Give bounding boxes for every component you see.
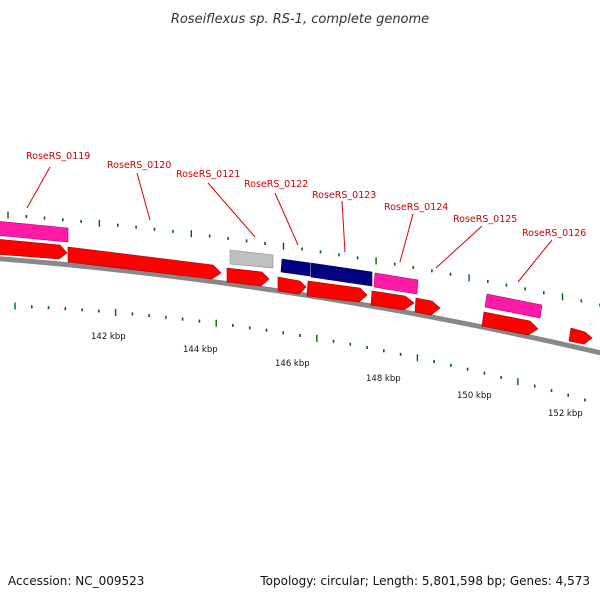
gene-arrow-0126-cds[interactable] (481, 311, 539, 336)
kbp-label-150: 150 kbp (457, 391, 492, 401)
callout-line-0121 (207, 182, 256, 238)
gene-arrow-0120-cds[interactable] (67, 246, 222, 280)
callout-line-0126 (517, 239, 553, 283)
outer-tick-track (7, 211, 600, 307)
gene-label-0123[interactable]: RoseRS_0123 (312, 190, 376, 201)
gene-label-0122[interactable]: RoseRS_0122 (244, 179, 308, 190)
gene-arrow-0121-cds[interactable] (226, 267, 270, 287)
gene-arrow-0124-cds[interactable] (370, 290, 415, 311)
kbp-label-142: 142 kbp (91, 332, 126, 342)
gene-label-0126[interactable]: RoseRS_0126 (522, 228, 586, 239)
scale-labels: 142 kbp 144 kbp 146 kbp 148 kbp 150 kbp … (91, 332, 583, 419)
callout-line-0122 (274, 192, 299, 246)
gene-arrow-0119-pink[interactable] (0, 221, 69, 243)
kbp-label-148: 148 kbp (366, 374, 401, 384)
genome-summary-text: Topology: circular; Length: 5,801,598 bp… (259, 574, 590, 588)
callout-line-0123 (341, 200, 346, 253)
genome-backbone (0, 256, 600, 356)
callout-line-0119 (26, 166, 51, 209)
gene-arrow-0122-cds[interactable] (277, 276, 307, 295)
callout-line-0124 (399, 213, 414, 263)
callout-line-0120 (136, 172, 151, 221)
gene-label-0119[interactable]: RoseRS_0119 (26, 151, 90, 162)
callout-line-0125 (435, 225, 483, 269)
gene-arrow-0124-pink[interactable] (373, 272, 419, 295)
gene-arrow-0124b-cds[interactable] (414, 297, 441, 316)
gene-arrow-0123-navy[interactable] (310, 262, 373, 287)
gene-arrow-0126-pink[interactable] (484, 293, 543, 319)
gene-arrow-0123-cds[interactable] (306, 280, 368, 303)
gene-arrow-0121-gray[interactable] (229, 249, 274, 269)
gene-labels: RoseRS_0119 RoseRS_0120 RoseRS_0121 Rose… (26, 151, 586, 239)
gene-label-0124[interactable]: RoseRS_0124 (384, 202, 448, 213)
accession-text: Accession: NC_009523 (8, 574, 144, 588)
gene-arrow-0127-cds[interactable] (568, 327, 593, 345)
gene-arrow-0119-cds[interactable] (0, 239, 68, 260)
gene-label-0125[interactable]: RoseRS_0125 (453, 214, 517, 225)
inner-tick-track (14, 302, 586, 402)
gene-arrow-0122-navy[interactable] (280, 258, 311, 277)
gene-label-0120[interactable]: RoseRS_0120 (107, 160, 171, 171)
feature-track (0, 221, 593, 345)
kbp-label-146: 146 kbp (275, 359, 310, 369)
label-callouts (26, 166, 553, 283)
gene-label-0121[interactable]: RoseRS_0121 (176, 169, 240, 180)
kbp-label-144: 144 kbp (183, 345, 218, 355)
kbp-label-152: 152 kbp (548, 409, 583, 419)
map-title: Roseiflexus sp. RS-1, complete genome (171, 12, 429, 27)
